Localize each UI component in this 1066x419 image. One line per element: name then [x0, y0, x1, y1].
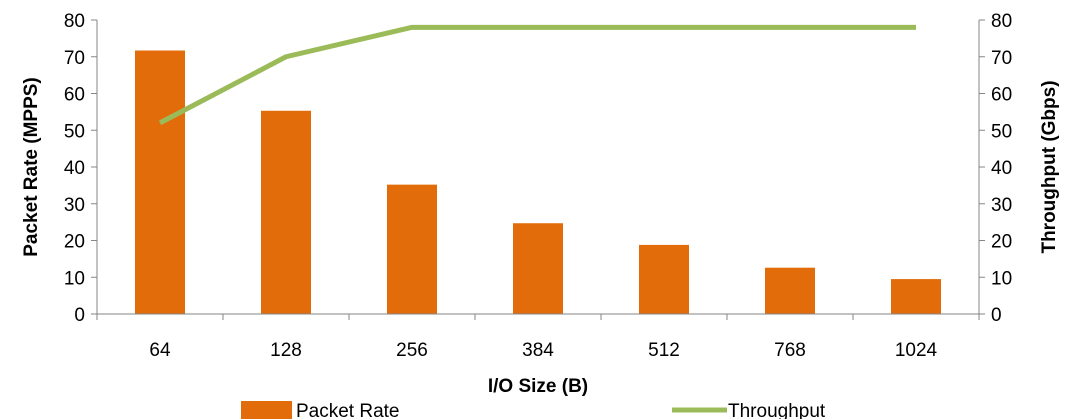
x-tick-label-1024: 1024 — [895, 340, 938, 361]
legend-label-throughput: Throughput — [728, 401, 826, 419]
y-left-tick-label-20: 20 — [64, 232, 85, 253]
bar-packet-rate-384 — [513, 223, 563, 314]
x-tick-label-128: 128 — [270, 340, 302, 361]
legend-label-packet-rate: Packet Rate — [296, 401, 400, 419]
bar-packet-rate-768 — [765, 267, 815, 314]
legend: Packet Rate Throughput — [241, 401, 826, 419]
y-right-tick-label-0: 0 — [991, 305, 1002, 326]
y-right-tick-label-60: 60 — [991, 85, 1012, 106]
y-right-tick-label-20: 20 — [991, 232, 1012, 253]
y-right-tick-label-50: 50 — [991, 121, 1012, 142]
y-left-tick-label-80: 80 — [64, 11, 85, 32]
y-left-tick-label-50: 50 — [64, 121, 85, 142]
y-axis-left-title: Packet Rate (MPPS) — [21, 77, 42, 257]
x-tick-label-64: 64 — [149, 340, 171, 361]
y-right-tick-label-40: 40 — [991, 158, 1012, 179]
y-left-tick-label-70: 70 — [64, 48, 85, 69]
y-right-tick-label-10: 10 — [991, 268, 1012, 289]
x-tick-label-384: 384 — [522, 340, 554, 361]
y-left-tick-label-60: 60 — [64, 85, 85, 106]
y-left-tick-label-10: 10 — [64, 268, 85, 289]
y-left-tick-label-0: 0 — [74, 305, 85, 326]
bar-packet-rate-64 — [135, 50, 185, 314]
x-tick-label-256: 256 — [396, 340, 428, 361]
bar-packet-rate-512 — [639, 244, 689, 314]
y-right-tick-label-80: 80 — [991, 11, 1012, 32]
y-right-tick-label-30: 30 — [991, 195, 1012, 216]
y-left-tick-label-30: 30 — [64, 195, 85, 216]
bar-packet-rate-128 — [261, 110, 311, 315]
x-tick-label-768: 768 — [774, 340, 806, 361]
bar-packet-rate-1024 — [891, 279, 941, 314]
line-throughput — [158, 24, 916, 126]
y-left-tick-label-40: 40 — [64, 158, 85, 179]
x-tick-label-512: 512 — [648, 340, 680, 361]
x-axis-title: I/O Size (B) — [488, 376, 588, 397]
bar-packet-rate-256 — [387, 184, 437, 314]
legend-swatch-packet-rate — [241, 401, 292, 419]
y-right-tick-label-70: 70 — [991, 48, 1012, 69]
y-axis-right-title: Throughput (Gbps) — [1039, 80, 1060, 253]
